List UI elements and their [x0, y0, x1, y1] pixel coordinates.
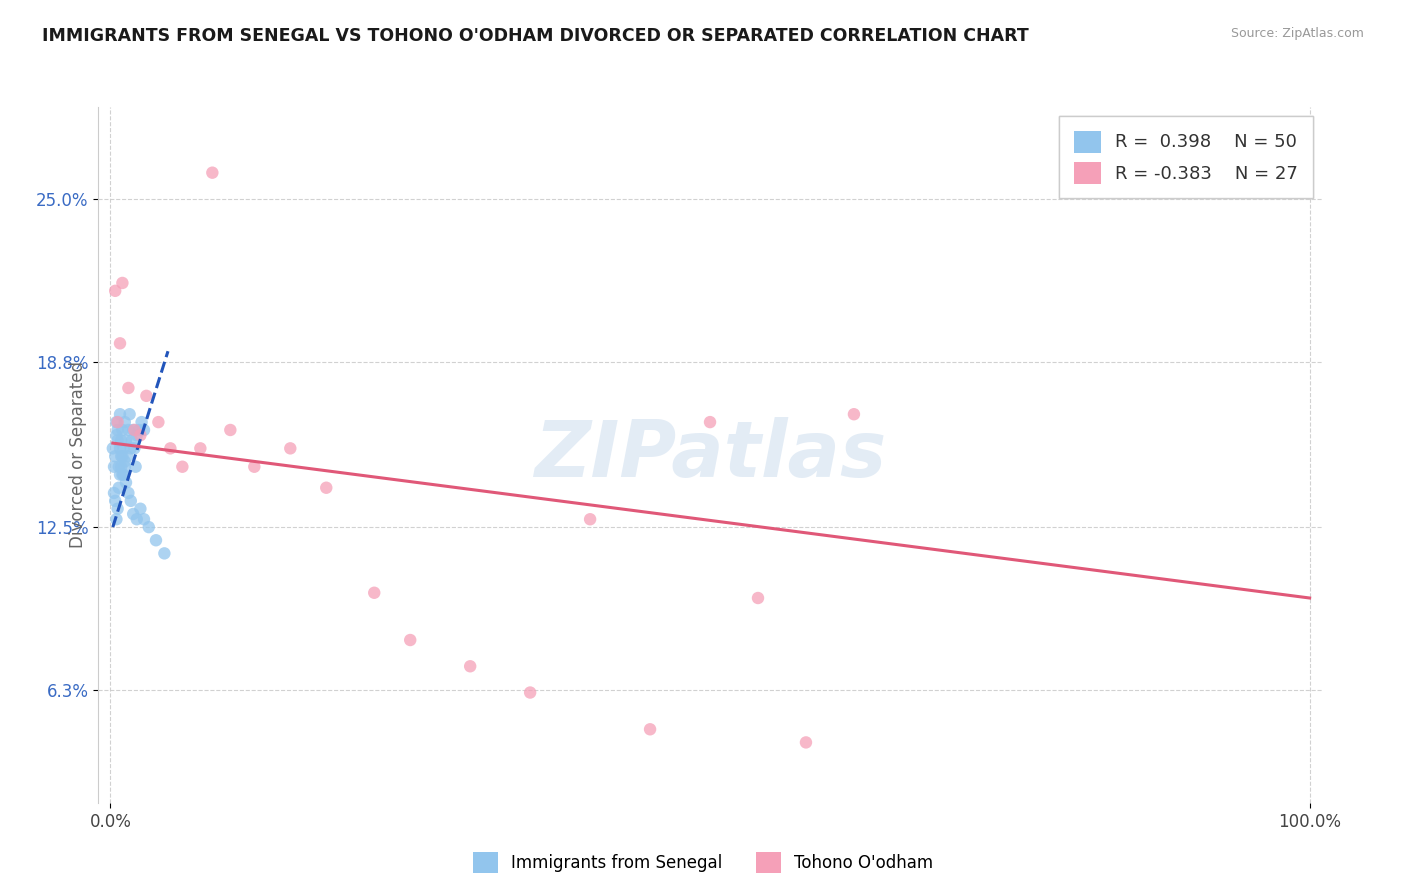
Point — [458, 659, 481, 673]
Point — [124, 459, 146, 474]
Point — [107, 501, 129, 516]
Legend: R =  0.398    N = 50, R = -0.383    N = 27: R = 0.398 N = 50, R = -0.383 N = 27 — [1059, 116, 1313, 198]
Point — [842, 407, 865, 421]
Point — [747, 591, 769, 605]
Point — [129, 501, 152, 516]
Point — [638, 723, 661, 737]
Point — [519, 685, 541, 699]
Point — [148, 415, 170, 429]
Point — [399, 633, 422, 648]
Point — [117, 381, 139, 395]
Point — [108, 481, 131, 495]
Point — [153, 546, 176, 560]
Point — [363, 586, 385, 600]
Text: Source: ZipAtlas.com: Source: ZipAtlas.com — [1230, 27, 1364, 40]
Point — [132, 423, 155, 437]
Point — [129, 428, 152, 442]
Point — [131, 415, 153, 429]
Point — [110, 459, 132, 474]
Point — [105, 415, 128, 429]
Point — [108, 442, 131, 456]
Point — [115, 449, 138, 463]
Point — [121, 434, 143, 448]
Point — [117, 486, 139, 500]
Point — [104, 284, 127, 298]
Point — [107, 434, 129, 448]
Point — [120, 494, 142, 508]
Point — [110, 449, 132, 463]
Point — [103, 459, 125, 474]
Point — [114, 459, 136, 474]
Point — [125, 512, 148, 526]
Y-axis label: Divorced or Separated: Divorced or Separated — [69, 361, 87, 549]
Point — [579, 512, 602, 526]
Point — [124, 442, 146, 456]
Point — [278, 442, 301, 456]
Point — [112, 442, 135, 456]
Point — [125, 428, 148, 442]
Point — [128, 423, 150, 437]
Point — [108, 467, 131, 482]
Point — [101, 442, 124, 456]
Point — [114, 454, 136, 468]
Point — [111, 276, 134, 290]
Point — [132, 512, 155, 526]
Text: ZIPatlas: ZIPatlas — [534, 417, 886, 493]
Point — [315, 481, 337, 495]
Point — [135, 389, 157, 403]
Point — [159, 442, 181, 456]
Point — [108, 459, 131, 474]
Point — [104, 449, 127, 463]
Point — [122, 423, 145, 437]
Point — [243, 459, 266, 474]
Point — [172, 459, 194, 474]
Point — [110, 434, 132, 448]
Point — [201, 166, 224, 180]
Point — [108, 336, 131, 351]
Text: IMMIGRANTS FROM SENEGAL VS TOHONO O'ODHAM DIVORCED OR SEPARATED CORRELATION CHAR: IMMIGRANTS FROM SENEGAL VS TOHONO O'ODHA… — [42, 27, 1029, 45]
Point — [118, 407, 141, 421]
Point — [104, 494, 127, 508]
Point — [699, 415, 721, 429]
Point — [103, 486, 125, 500]
Point — [112, 467, 135, 482]
Point — [145, 533, 167, 548]
Point — [115, 475, 138, 490]
Point — [108, 407, 131, 421]
Point — [107, 423, 129, 437]
Point — [107, 415, 129, 429]
Point — [117, 423, 139, 437]
Point — [188, 442, 212, 456]
Point — [219, 423, 242, 437]
Point — [794, 735, 817, 749]
Point — [138, 520, 160, 534]
Legend: Immigrants from Senegal, Tohono O'odham: Immigrants from Senegal, Tohono O'odham — [467, 846, 939, 880]
Point — [111, 423, 134, 437]
Point — [105, 512, 128, 526]
Point — [105, 428, 128, 442]
Point — [120, 442, 142, 456]
Point — [111, 449, 134, 463]
Point — [114, 415, 136, 429]
Point — [111, 467, 134, 482]
Point — [124, 423, 146, 437]
Point — [115, 434, 138, 448]
Point — [122, 507, 145, 521]
